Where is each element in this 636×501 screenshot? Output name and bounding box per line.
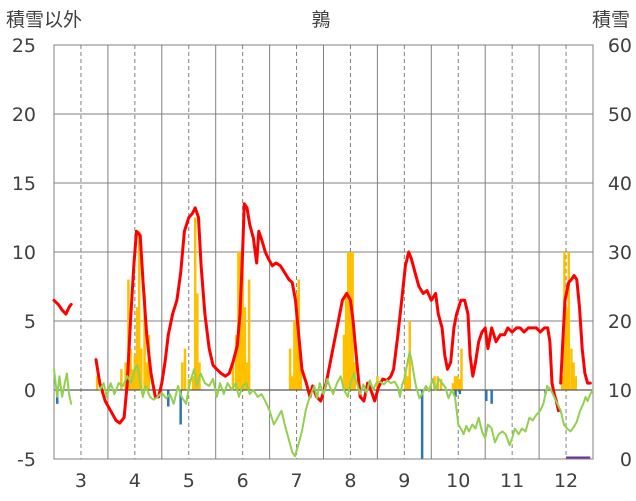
- precip-bar: [349, 252, 352, 390]
- sunshine_neg-bar: [485, 390, 488, 402]
- precip-bar: [455, 376, 459, 390]
- y-right-tick-label: 20: [608, 311, 632, 333]
- precip-bar: [460, 348, 463, 390]
- precip-bar: [193, 217, 197, 390]
- sunshine_neg-bar: [167, 390, 170, 407]
- sunshine_neg-bar: [420, 390, 424, 459]
- precip-bar: [347, 252, 350, 390]
- precip-bar: [561, 376, 564, 390]
- y-left-tick-label: 5: [24, 311, 36, 333]
- y-left-tick-label: 25: [12, 35, 36, 57]
- precip-bar: [231, 362, 235, 390]
- precip-bar: [241, 252, 244, 390]
- precip-bar: [181, 362, 184, 390]
- precip-bar: [135, 307, 139, 390]
- precip-bar: [95, 376, 99, 390]
- precip-bar: [451, 383, 455, 390]
- precip-bar: [574, 376, 578, 390]
- precip-bar: [196, 293, 199, 390]
- x-tick-label: 8: [344, 470, 356, 492]
- precip-bar: [288, 348, 292, 390]
- precip-bar: [120, 369, 123, 390]
- y-right-tick-label: 50: [608, 104, 632, 126]
- y-right-tick-label: 60: [608, 35, 632, 57]
- precip-bar: [247, 279, 251, 390]
- precip-bar: [565, 307, 568, 390]
- left-axis-title: 積雪以外: [6, 9, 82, 31]
- precip-bar: [299, 369, 303, 390]
- x-tick-label: 9: [398, 470, 410, 492]
- x-tick-label: 5: [183, 470, 195, 492]
- plot-area: -5 0 5 10 15 20 25 0 10 20 30 40 50 60 3 4 5 6 7 8 9 10 11 12: [12, 35, 632, 492]
- x-tick-label: 4: [129, 470, 141, 492]
- precip-bar: [234, 334, 238, 390]
- y-left-tick-label: 15: [12, 173, 36, 195]
- precip-bar: [342, 334, 346, 390]
- chart-title: 鶉: [311, 9, 330, 31]
- plot-border: [53, 44, 594, 460]
- x-tick-label: 6: [237, 470, 249, 492]
- precip-bar: [458, 378, 461, 390]
- temp_max-line: [52, 202, 592, 425]
- sunshine_neg-bar: [454, 390, 457, 397]
- y-right-tick-label: 10: [608, 380, 632, 402]
- precip-bar: [191, 376, 195, 390]
- precip-bar: [406, 376, 409, 390]
- y-right-tick-label: 30: [608, 242, 632, 264]
- precip-bar: [140, 348, 143, 390]
- precip-bar: [404, 369, 407, 390]
- precip-bar: [570, 348, 573, 390]
- precip-bar: [183, 348, 187, 390]
- precip-bar: [344, 293, 348, 390]
- y-left-tick-label: 20: [12, 104, 36, 126]
- sunshine_neg-bar: [490, 390, 493, 404]
- precip-bar: [145, 362, 148, 390]
- x-tick-label: 10: [446, 470, 470, 492]
- precip-bar: [243, 307, 247, 390]
- x-tick-label: 11: [500, 470, 524, 492]
- y-left-tick-label: 0: [24, 380, 36, 402]
- y-right-tick-label: 40: [608, 173, 632, 195]
- precip-bar: [453, 376, 457, 390]
- y-right-tick-label: 0: [620, 449, 632, 471]
- precip-bar: [572, 362, 575, 390]
- precip-bar: [567, 252, 570, 390]
- y-left-tick-label: 10: [12, 242, 36, 264]
- x-tick-label: 3: [75, 470, 87, 492]
- precip-bar: [293, 321, 296, 390]
- precip-bar: [439, 378, 443, 390]
- temp_min-line: [53, 350, 594, 458]
- precip-bar: [124, 362, 127, 390]
- precip-bar: [129, 348, 132, 390]
- precip-bar: [290, 376, 294, 390]
- x-tick-label: 7: [291, 470, 303, 492]
- precip-bar: [137, 231, 141, 390]
- precip-bar: [143, 293, 146, 390]
- sunshine_neg-bar: [179, 390, 182, 425]
- precip-bar: [245, 362, 249, 390]
- sunshine_neg-bar: [458, 390, 462, 395]
- right-axis-title: 積雪: [592, 9, 630, 31]
- precip-bar: [295, 293, 298, 390]
- y-left-tick-label: -5: [17, 449, 36, 471]
- x-tick-label: 12: [554, 470, 578, 492]
